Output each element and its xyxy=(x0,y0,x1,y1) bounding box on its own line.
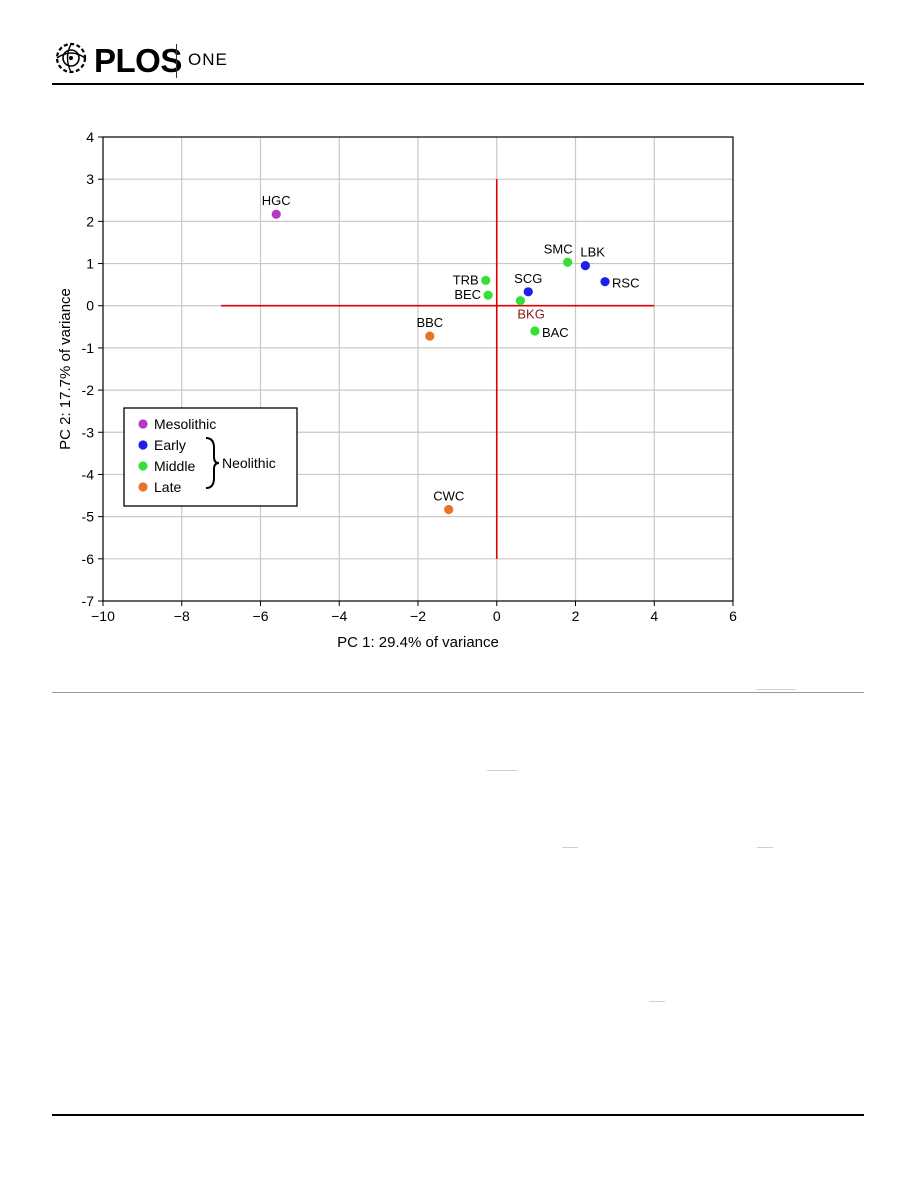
legend-marker-early xyxy=(138,440,148,450)
x-tick-label: 4 xyxy=(650,608,658,624)
plos-globe-icon xyxy=(55,42,87,74)
footer-rule xyxy=(52,1114,864,1116)
x-tick-label: −4 xyxy=(331,608,347,624)
point-label-cwc: CWC xyxy=(433,488,464,503)
point-label-bac: BAC xyxy=(542,325,569,340)
legend-marker-late xyxy=(138,482,148,492)
legend-label-mesolithic: Mesolithic xyxy=(154,416,216,432)
point-label-bec: BEC xyxy=(454,287,481,302)
x-axis-label: PC 1: 29.4% of variance xyxy=(337,634,499,651)
point-cwc xyxy=(444,504,454,515)
brand-sub: ONE xyxy=(188,50,228,69)
x-tick-label: −8 xyxy=(174,608,190,624)
pca-scatter-chart: −10 −8 −6 −4 −2 0 2 4 6 4 3 2 1 0 -1 -2 -3 -4 -5 -6 -7 HGC LB… xyxy=(57,129,738,651)
x-tick-label: −6 xyxy=(253,608,269,624)
legend-label-late: Late xyxy=(154,479,181,495)
faint-mark xyxy=(756,689,796,690)
legend-marker-middle xyxy=(138,461,148,471)
journal-header: PLOS ONE xyxy=(52,38,864,84)
legend-label-middle: Middle xyxy=(154,458,195,474)
y-tick-label: 3 xyxy=(86,171,94,187)
legend: Mesolithic Early Middle Late Neolithic xyxy=(123,407,298,507)
point-label-trb: TRB xyxy=(453,272,479,287)
x-tick-label: −2 xyxy=(410,608,426,624)
reference-lines xyxy=(221,179,655,559)
y-axis-label: PC 2: 17.7% of variance xyxy=(57,288,74,450)
legend-brace xyxy=(205,437,220,489)
faint-mark xyxy=(562,847,578,848)
legend-box xyxy=(123,407,298,507)
y-tick-label: 2 xyxy=(86,213,94,229)
point-label-bkg: BKG xyxy=(517,307,544,322)
y-tick-label: -5 xyxy=(82,509,95,525)
y-tick-label: -2 xyxy=(82,382,95,398)
axis-ticks: −10 −8 −6 −4 −2 0 2 4 6 4 3 2 1 0 -1 -2 -3 -4 -5 -6 -7 xyxy=(82,129,738,624)
x-tick-label: 6 xyxy=(729,608,737,624)
point-label-bbc: BBC xyxy=(416,315,443,330)
point-trb xyxy=(481,275,491,286)
y-tick-label: -1 xyxy=(82,340,95,356)
y-tick-label: -4 xyxy=(82,466,95,482)
x-tick-label: 0 xyxy=(493,608,501,624)
point-bac xyxy=(530,326,540,336)
y-tick-label: -3 xyxy=(82,424,95,440)
legend-bracket-label: Neolithic xyxy=(222,455,276,471)
x-tick-label: −10 xyxy=(91,608,115,624)
point-label-scg: SCG xyxy=(514,271,542,286)
x-tick-label: 2 xyxy=(572,608,580,624)
point-bbc xyxy=(425,331,435,341)
point-label-hgc: HGC xyxy=(262,193,291,208)
point-rsc xyxy=(600,277,610,287)
faint-mark xyxy=(757,847,773,848)
point-label-rsc: RSC xyxy=(612,276,639,291)
faint-mark xyxy=(487,770,517,771)
header-rule xyxy=(52,83,864,85)
point-bkg xyxy=(515,296,525,306)
y-tick-label: 1 xyxy=(86,256,94,272)
faint-mark xyxy=(649,1001,665,1002)
point-scg xyxy=(523,287,533,297)
point-hgc xyxy=(271,209,281,219)
y-tick-label: 0 xyxy=(86,298,94,314)
brand-separator xyxy=(176,44,177,78)
legend-label-early: Early xyxy=(154,437,186,453)
brand-name: PLOS xyxy=(94,42,182,79)
figure-separator xyxy=(52,692,864,693)
legend-marker-mesolithic xyxy=(138,419,148,429)
point-lbk xyxy=(580,261,590,271)
y-tick-label: 4 xyxy=(86,129,94,145)
point-bec xyxy=(483,290,493,300)
point-label-lbk: LBK xyxy=(580,245,605,260)
y-tick-label: -7 xyxy=(82,593,95,609)
point-label-smc: SMC xyxy=(544,241,573,256)
y-tick-label: -6 xyxy=(82,551,95,567)
point-smc xyxy=(563,257,573,267)
